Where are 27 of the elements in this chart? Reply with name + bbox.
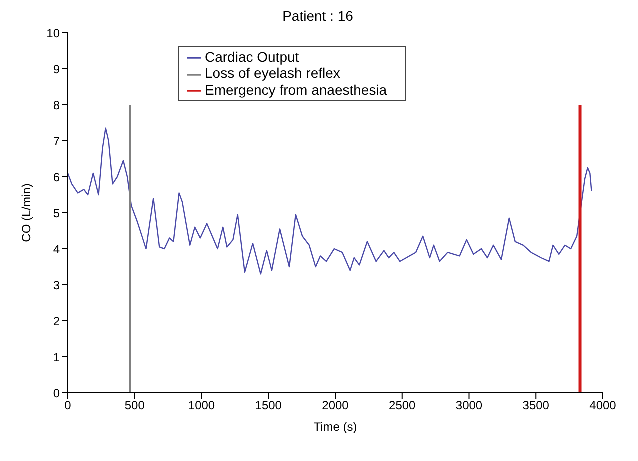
x-tick-label: 2000 <box>322 398 350 413</box>
x-tick-label: 3500 <box>522 398 550 413</box>
legend-label: Loss of eyelash reflex <box>205 65 340 82</box>
y-tick-label: 4 <box>53 242 60 256</box>
y-tick-label: 9 <box>53 62 60 76</box>
y-tick-label: 1 <box>53 350 60 364</box>
legend-label: Cardiac Output <box>205 49 300 65</box>
x-tick-label: 4000 <box>590 398 617 413</box>
x-axis-title: Time (s) <box>314 420 358 434</box>
chart-title: Patient : 16 <box>282 8 354 26</box>
x-tick-label: 500 <box>124 398 146 413</box>
x-tick-label: 0 <box>64 398 72 413</box>
y-tick-label: 2 <box>53 314 60 328</box>
y-tick-label: 10 <box>46 26 60 40</box>
y-tick-label: 7 <box>53 134 60 148</box>
x-tick-label: 1500 <box>255 398 282 413</box>
y-axis-title: CO (L/min) <box>19 184 34 242</box>
line-series <box>68 128 592 275</box>
y-tick-label: 3 <box>53 278 60 292</box>
legend-label: Emergency from anaesthesia <box>205 82 388 98</box>
y-tick-label: 5 <box>53 206 60 220</box>
x-tick-label: 1000 <box>188 398 216 413</box>
x-tick-label: 3000 <box>456 398 483 413</box>
y-tick-label: 6 <box>53 170 60 184</box>
x-tick-label: 2500 <box>389 398 416 413</box>
y-tick-label: 8 <box>53 98 60 112</box>
y-tick-label: 0 <box>53 386 60 400</box>
